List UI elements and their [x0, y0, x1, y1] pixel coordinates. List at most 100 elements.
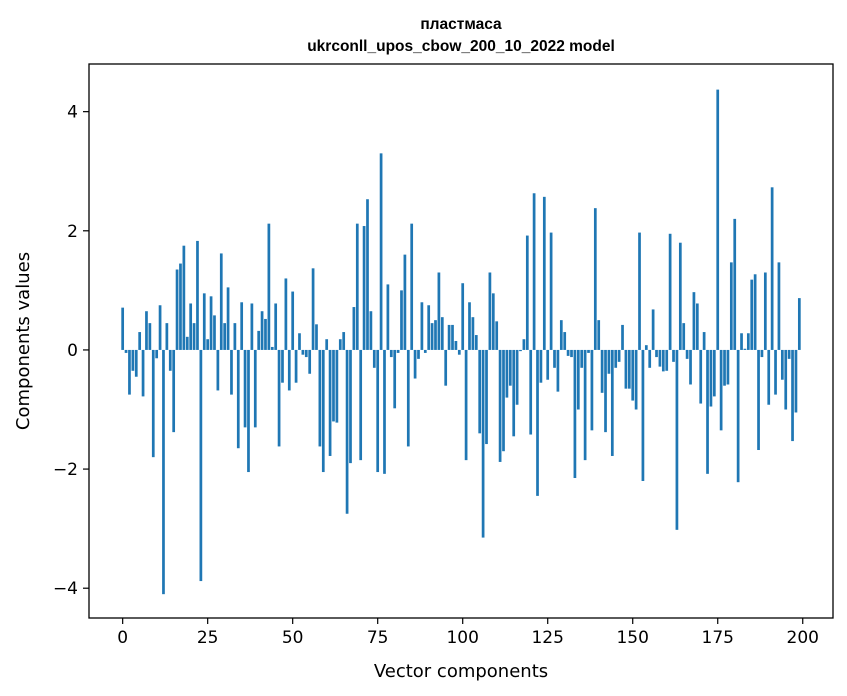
bar	[733, 218, 737, 350]
bar	[712, 349, 716, 397]
bar	[175, 269, 179, 350]
bar	[617, 349, 621, 362]
bar	[461, 283, 465, 350]
x-tick-label: 100	[446, 628, 478, 648]
bar	[366, 199, 369, 350]
bar	[206, 339, 210, 350]
x-axis-ticks: 0 25 50 75 100 125 150 175 200	[117, 618, 819, 648]
bar	[372, 349, 376, 368]
bar	[141, 349, 145, 397]
bar	[685, 349, 689, 359]
bar	[665, 349, 669, 371]
bar	[716, 89, 720, 350]
bar	[638, 232, 641, 350]
chart-subtitle: ukrconll_upos_cbow_200_10_2022 model	[307, 38, 615, 55]
bar	[644, 345, 648, 350]
bar	[216, 349, 220, 391]
bar	[763, 272, 767, 350]
bar	[219, 253, 223, 350]
bar	[532, 193, 536, 350]
bar	[753, 274, 757, 350]
bar	[692, 292, 696, 350]
bar	[794, 349, 798, 413]
bar	[784, 349, 788, 410]
x-tick-label: 0	[117, 628, 128, 648]
bar	[723, 349, 726, 386]
x-tick-label: 50	[282, 628, 304, 648]
bar	[311, 268, 315, 350]
bar	[624, 349, 628, 389]
bar	[729, 262, 733, 350]
bar	[338, 339, 342, 350]
bar	[780, 349, 784, 380]
bar	[634, 349, 638, 410]
bar	[706, 349, 709, 474]
bar	[464, 349, 468, 461]
bar	[563, 332, 567, 350]
bar	[474, 335, 478, 350]
bar	[740, 333, 743, 350]
bar	[682, 323, 686, 350]
bar	[519, 349, 522, 352]
bar	[651, 309, 655, 350]
bar	[556, 349, 560, 392]
bar	[148, 323, 152, 350]
bar	[253, 349, 257, 428]
bar	[468, 302, 471, 350]
bar	[257, 330, 261, 350]
bar	[777, 262, 781, 350]
bar	[478, 349, 482, 434]
bar	[767, 349, 771, 405]
bar	[787, 349, 791, 359]
bar	[267, 223, 271, 350]
bar	[250, 303, 254, 350]
bar	[393, 349, 397, 409]
bar	[124, 349, 128, 353]
bar	[485, 349, 488, 445]
bar	[417, 349, 420, 359]
bar	[240, 302, 244, 350]
bar	[335, 349, 339, 423]
bar	[760, 349, 764, 358]
bar	[389, 349, 393, 358]
bar	[641, 349, 645, 481]
bar	[757, 349, 760, 451]
bar	[318, 349, 322, 447]
bar	[702, 332, 706, 350]
bar	[553, 349, 556, 368]
bar	[162, 349, 165, 595]
bar	[168, 349, 172, 371]
bar	[199, 349, 203, 582]
bar	[383, 349, 386, 474]
bar	[131, 349, 135, 371]
bar	[447, 324, 451, 350]
bar	[423, 349, 427, 353]
bar	[750, 279, 754, 350]
bar	[233, 323, 237, 350]
y-tick-label: −4	[53, 579, 78, 599]
bar	[277, 349, 281, 447]
bar	[386, 284, 390, 350]
bar	[379, 153, 383, 350]
bar	[797, 298, 801, 350]
bar	[471, 317, 475, 350]
bar	[270, 346, 274, 350]
bar	[451, 324, 454, 350]
y-axis-ticks: −4 −2 0 2 4	[53, 103, 89, 599]
bar	[247, 349, 250, 473]
bar	[301, 349, 305, 355]
bar	[182, 245, 186, 350]
bar	[607, 349, 611, 374]
bar	[576, 349, 580, 410]
bar	[315, 324, 318, 350]
bar	[661, 349, 665, 372]
bar	[658, 349, 662, 367]
bar	[287, 349, 291, 391]
bar	[726, 349, 730, 385]
bar	[746, 333, 750, 350]
bar	[539, 349, 543, 383]
bar	[508, 349, 512, 386]
bar	[542, 196, 546, 350]
bar	[648, 349, 652, 368]
bar	[304, 349, 308, 358]
